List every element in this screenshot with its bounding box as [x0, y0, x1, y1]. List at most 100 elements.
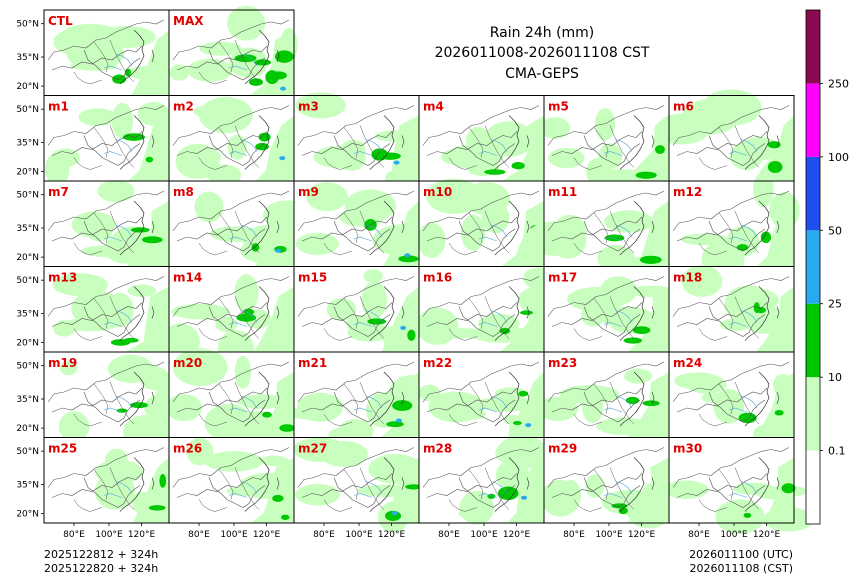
lat-label: 35°N: [16, 139, 39, 149]
panel-label: m5: [548, 100, 569, 114]
lon-label: 120°E: [378, 530, 406, 540]
moderate-rain-area: [611, 503, 628, 509]
lat-label: 20°N: [16, 253, 39, 263]
moderate-rain-area: [279, 424, 295, 432]
light-rain-area: [52, 273, 108, 297]
footer-init-time-2: 2025122820 + 324h: [44, 562, 158, 575]
panel-label: m21: [298, 356, 327, 370]
light-rain-area: [674, 372, 722, 390]
light-rain-area: [701, 89, 762, 126]
light-rain-area: [499, 286, 544, 352]
light-rain-area: [460, 214, 486, 251]
moderate-rain-area: [110, 339, 131, 346]
heavy-rain-area: [404, 253, 411, 258]
light-rain-area: [495, 460, 530, 490]
light-rain-area: [234, 355, 252, 389]
lat-label: 20°N: [16, 424, 39, 434]
map-panel: m10: [417, 178, 545, 267]
light-rain-area: [539, 117, 571, 139]
light-rain-area: [454, 408, 487, 420]
lon-label: 120°E: [628, 530, 656, 540]
panel-label: m27: [298, 442, 327, 456]
heavy-rain-area: [275, 248, 282, 253]
moderate-rain-area: [520, 310, 533, 315]
heavy-rain-area: [395, 418, 402, 423]
panel-label: m30: [673, 442, 702, 456]
moderate-rain-area: [398, 255, 419, 263]
map-panel: m28: [418, 435, 548, 525]
moderate-rain-area: [159, 474, 167, 488]
lon-label: 80°E: [563, 530, 585, 540]
moderate-rain-area: [625, 396, 640, 405]
colorbar: 0.1 10 25 50 100 250: [805, 9, 849, 525]
light-rain-area: [501, 115, 544, 181]
panel-label: m8: [173, 185, 194, 199]
light-rain-area: [495, 125, 534, 153]
panel-grid: CTL 50°N 35°N 20°N MAX m1 50°N 35°N 20°N m2 m3 m4 m5…: [16, 5, 814, 540]
lat-label: 20°N: [16, 339, 39, 349]
light-rain-area: [124, 372, 169, 438]
map-panel: m1: [43, 95, 170, 186]
light-rain-area: [379, 457, 419, 523]
light-rain-area: [752, 172, 774, 208]
light-rain-area: [295, 232, 340, 255]
lon-label: 80°E: [313, 530, 335, 540]
moderate-rain-area: [379, 152, 401, 160]
map-panel: m25: [43, 437, 170, 524]
moderate-rain-area: [148, 505, 166, 511]
light-rain-area: [500, 201, 544, 267]
map-panel: m18: [668, 265, 795, 353]
footer-valid-cst: 2026011108 (CST): [690, 562, 793, 575]
moderate-rain-area: [407, 329, 416, 341]
lon-label: 100°E: [720, 530, 748, 540]
lon-label: 120°E: [253, 530, 281, 540]
lat-label: 20°N: [16, 82, 39, 92]
panel-label: MAX: [173, 14, 204, 28]
light-rain-area: [306, 182, 348, 212]
panel-label: m25: [48, 442, 77, 456]
moderate-rain-area: [639, 255, 662, 264]
light-rain-area: [525, 221, 583, 256]
light-rain-area: [165, 394, 203, 422]
light-rain-area: [182, 147, 222, 168]
light-rain-area: [380, 372, 419, 438]
light-rain-area: [137, 101, 170, 126]
moderate-rain-area: [760, 231, 772, 244]
lat-label: 35°N: [16, 224, 39, 234]
map-panel: m15: [293, 266, 420, 353]
light-rain-area: [715, 499, 765, 534]
moderate-rain-area: [272, 494, 284, 502]
lon-label: 100°E: [345, 530, 373, 540]
map-panel: m9: [293, 180, 433, 267]
map-panel: m3: [293, 92, 420, 185]
moderate-rain-area: [124, 68, 132, 77]
panel-label: m23: [548, 356, 577, 370]
panel-label: m18: [673, 271, 702, 285]
heavy-rain-area: [393, 160, 400, 165]
light-rain-area: [319, 441, 368, 467]
light-rain-area: [97, 180, 135, 203]
light-rain-area: [131, 30, 169, 96]
panel-label: m19: [48, 356, 77, 370]
lon-label: 80°E: [688, 530, 710, 540]
moderate-rain-area: [623, 337, 643, 344]
light-rain-area: [757, 201, 794, 267]
light-rain-area: [252, 372, 294, 438]
light-rain-area: [478, 313, 520, 334]
panel-label: m3: [298, 100, 319, 114]
panel-label: m24: [673, 356, 702, 370]
panel-label: m17: [548, 271, 577, 285]
light-rain-area: [383, 115, 419, 181]
light-rain-area: [382, 201, 419, 267]
panel-label: m26: [173, 442, 202, 456]
map-panel: m29: [541, 437, 678, 529]
light-rain-area: [567, 287, 627, 312]
light-rain-area: [227, 5, 266, 41]
panel-label: m13: [48, 271, 77, 285]
colorbar-level-label: 250: [828, 77, 849, 90]
map-panel: m24: [668, 351, 795, 444]
light-rain-area: [755, 286, 794, 352]
panel-label: m11: [548, 185, 577, 199]
lat-label: 20°N: [16, 168, 39, 178]
